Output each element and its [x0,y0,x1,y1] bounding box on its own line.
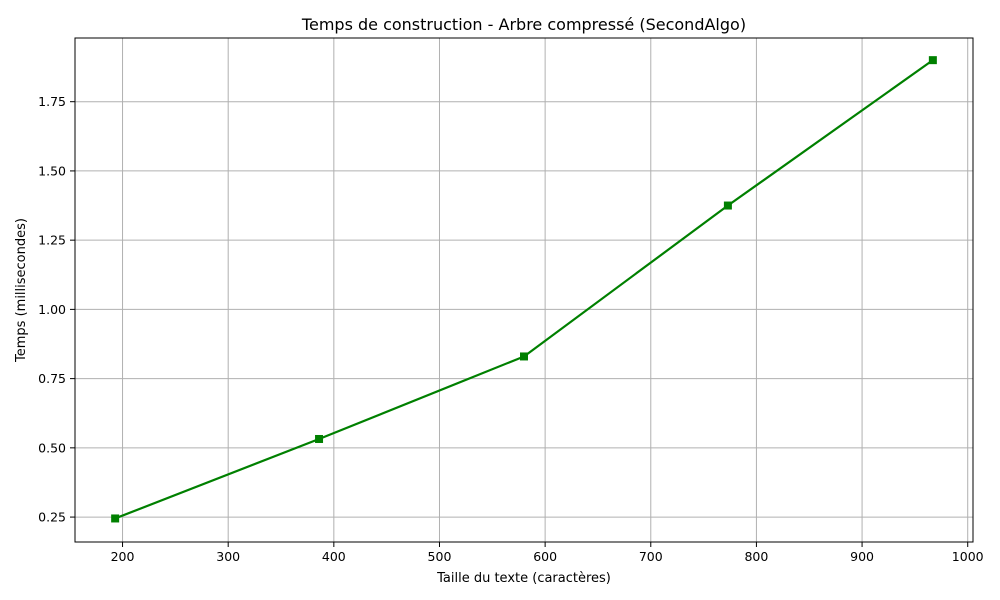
data-point-marker [315,434,324,443]
data-point-marker [928,56,937,65]
data-point-marker [520,352,528,361]
y-tick-label: 0.25 [38,510,66,525]
x-tick-label: 800 [744,549,768,564]
series-layer [111,56,937,523]
y-axis-label: Temps (millisecondes) [14,218,29,363]
y-tick-label: 1.00 [38,302,66,317]
y-tick-label: 1.75 [38,94,66,109]
y-tick-label: 1.50 [38,163,66,178]
y-tick-label: 0.50 [38,440,66,455]
chart-title: Temps de construction - Arbre compressé … [301,15,746,34]
x-tick-label: 400 [322,549,346,564]
ticks-layer: 200 300 400 500 600 700 800 900 1000 0.25 0.50 0.75… [38,94,984,564]
x-tick-label: 500 [428,549,452,564]
y-tick-label: 1.25 [38,233,66,248]
x-tick-label: 200 [111,549,135,564]
y-tick-label: 0.75 [38,371,66,386]
x-tick-label: 600 [533,549,557,564]
x-tick-label: 900 [850,549,874,564]
x-axis-label: Taille du texte (caractères) [436,571,611,586]
x-tick-label: 700 [639,549,663,564]
x-tick-label: 1000 [952,549,984,564]
x-tick-label: 300 [216,549,240,564]
data-point-marker [111,514,120,523]
data-point-marker [723,201,732,210]
grid-layer [75,38,973,542]
plot-frame [74,37,974,543]
